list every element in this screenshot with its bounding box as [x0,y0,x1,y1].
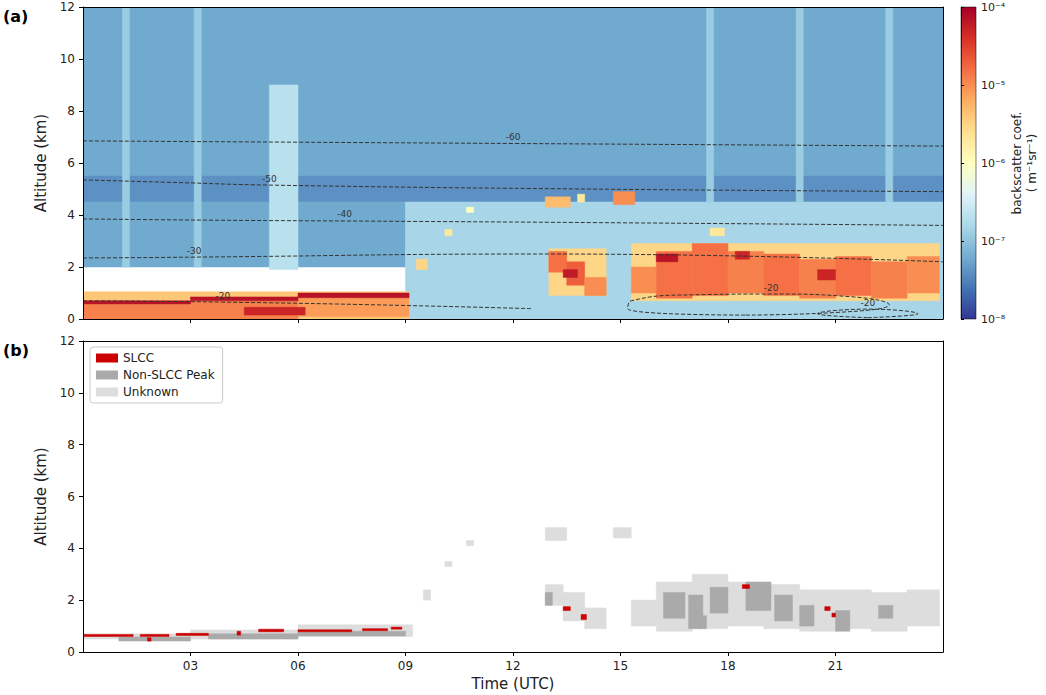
svg-text:(b): (b) [3,341,29,360]
svg-text:10: 10 [60,52,75,66]
svg-text:6: 6 [67,490,75,504]
svg-text:-20: -20 [860,298,875,308]
svg-text:10⁻⁸: 10⁻⁸ [981,313,1006,326]
svg-text:09: 09 [398,659,413,673]
svg-text:0: 0 [67,645,75,659]
svg-text:8: 8 [67,104,75,118]
svg-text:( m⁻¹sr⁻¹): ( m⁻¹sr⁻¹) [1025,134,1039,192]
svg-text:4: 4 [67,208,75,222]
svg-text:-20: -20 [215,291,230,301]
svg-text:-60: -60 [506,132,521,142]
svg-text:6: 6 [67,156,75,170]
svg-text:12: 12 [505,659,520,673]
svg-text:21: 21 [828,659,843,673]
svg-text:06: 06 [290,659,305,673]
svg-text:-40: -40 [337,209,352,219]
svg-text:-20: -20 [764,283,779,293]
svg-text:(a): (a) [3,7,28,26]
svg-text:12: 12 [60,334,75,348]
svg-text:12: 12 [60,0,75,14]
svg-text:Unknown: Unknown [123,385,179,399]
svg-text:Non-SLCC Peak: Non-SLCC Peak [123,368,215,382]
svg-text:10⁻⁵: 10⁻⁵ [981,79,1005,92]
svg-text:2: 2 [67,593,75,607]
svg-text:10⁻⁴: 10⁻⁴ [981,1,1006,14]
svg-text:10⁻⁶: 10⁻⁶ [981,157,1006,170]
svg-text:-30: -30 [187,246,202,256]
svg-text:Altitude (km): Altitude (km) [32,447,50,545]
svg-text:backscatter coef.: backscatter coef. [1010,112,1024,215]
svg-text:Time (UTC): Time (UTC) [471,675,555,693]
svg-text:2: 2 [67,260,75,274]
svg-text:10⁻⁷: 10⁻⁷ [981,235,1005,248]
svg-text:8: 8 [67,438,75,452]
svg-text:15: 15 [613,659,628,673]
svg-text:-50: -50 [262,174,277,184]
svg-text:0: 0 [67,312,75,326]
svg-text:4: 4 [67,541,75,555]
svg-text:03: 03 [183,659,198,673]
svg-text:10: 10 [60,386,75,400]
svg-text:SLCC: SLCC [123,351,154,365]
svg-text:Altitude (km): Altitude (km) [32,114,50,212]
svg-text:18: 18 [720,659,735,673]
